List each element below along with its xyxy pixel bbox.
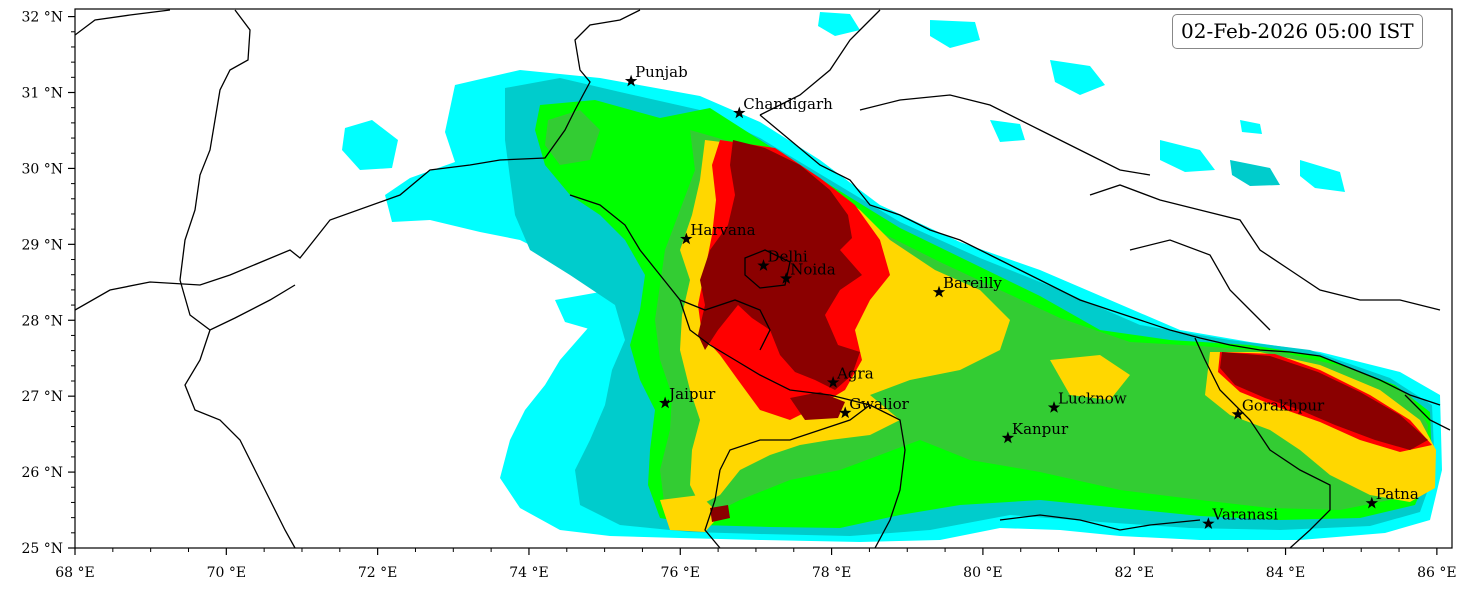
field-darkred (698, 140, 862, 390)
city-star-icon (1231, 407, 1245, 420)
x-tick-label: 68 °E (55, 565, 94, 581)
state-border (759, 114, 1441, 406)
city-star-icon (680, 232, 693, 245)
city-star-icon (1047, 401, 1061, 413)
y-tick-label: 26 °N (21, 465, 63, 481)
city-star-icon (733, 106, 746, 119)
x-tick-label: 72 °E (358, 565, 397, 581)
international-border (75, 9, 641, 311)
city-label: Punjab (635, 63, 688, 81)
y-tick-label: 29 °N (21, 237, 63, 253)
state-border (1089, 184, 1441, 311)
city-label: Gorakhpur (1242, 396, 1325, 414)
city-star-icon (659, 396, 672, 409)
x-tick-label: 86 °E (1417, 565, 1456, 581)
state-border (744, 249, 791, 289)
field-cyan (930, 20, 980, 48)
field-darkred (1220, 352, 1428, 450)
city-star-icon (1001, 431, 1015, 444)
x-tick-label: 76 °E (661, 565, 700, 581)
international-border (179, 279, 296, 331)
city-star-icon (932, 285, 946, 298)
state-border (759, 9, 881, 116)
field-cyan (818, 12, 860, 36)
city-label: Noida (790, 261, 836, 279)
state-border (75, 9, 171, 36)
x-tick-label: 78 °E (812, 565, 851, 581)
city-label: Agra (836, 365, 874, 383)
field-cyan (1240, 120, 1262, 134)
x-tick-label: 70 °E (207, 565, 246, 581)
city-label: Varanasi (1211, 506, 1278, 524)
y-tick-label: 27 °N (21, 389, 63, 405)
state-border (679, 299, 771, 351)
y-tick-label: 31 °N (21, 86, 63, 102)
city-label: Chandigarh (743, 95, 833, 113)
field-darkred (790, 392, 845, 420)
field-gold (660, 495, 720, 532)
city-label: Gwalior (849, 395, 909, 413)
city-label: Delhi (768, 248, 808, 266)
state-border (1194, 337, 1331, 548)
city-label: Lucknow (1058, 390, 1127, 408)
y-tick-label: 30 °N (21, 161, 63, 177)
field-cyan (1300, 160, 1345, 192)
city-label: Patna (1376, 485, 1419, 503)
city-label: Jaipur (667, 385, 716, 403)
precipitation-field (342, 12, 1442, 542)
state-border (569, 194, 906, 548)
field-cyan (1050, 60, 1105, 95)
city-star-icon (839, 406, 852, 419)
city-label: Bareilly (943, 274, 1002, 292)
x-tick-label: 74 °E (509, 565, 548, 581)
field-darkred (710, 505, 730, 522)
international-border (179, 9, 251, 281)
axis-ticks (68, 15, 1438, 555)
state-border (859, 94, 1151, 176)
field-cyan (342, 120, 398, 170)
city-star-icon (780, 272, 793, 284)
field-limegreen (545, 110, 600, 165)
y-tick-label: 32 °N (21, 10, 63, 26)
x-tick-label: 84 °E (1266, 565, 1305, 581)
state-border (719, 404, 871, 471)
city-star-icon (624, 74, 638, 87)
city-label: Kanpur (1012, 420, 1069, 438)
field-gold (1050, 355, 1130, 400)
field-cyan (990, 120, 1025, 142)
state-border (999, 514, 1201, 531)
x-tick-labels: 68 °E 70 °E 72 °E 74 °E 76 °E 78 °E 80 °E 82 °E… (55, 565, 1456, 581)
city-label: Harvana (690, 221, 755, 239)
state-border (1404, 394, 1451, 431)
state-border (1129, 239, 1271, 331)
state-border (704, 469, 721, 548)
city-star-icon (1202, 517, 1215, 529)
city-star-icon (1365, 496, 1378, 509)
plot-frame (74, 8, 1453, 549)
y-tick-label: 25 °N (21, 541, 63, 557)
state-border (184, 329, 296, 548)
y-tick-labels: 25 °N 26 °N 27 °N 28 °N 29 °N 30 °N 31 °N 32 °N (21, 10, 63, 557)
timestamp-label: 02-Feb-2026 05:00 IST (1172, 14, 1423, 49)
x-tick-label: 82 °E (1114, 565, 1153, 581)
field-cyan (1160, 140, 1215, 172)
city-star-icon (826, 376, 840, 388)
y-tick-label: 28 °N (21, 313, 63, 329)
city-star-icon (757, 259, 770, 271)
field-turquoise (1230, 160, 1280, 186)
x-tick-label: 80 °E (963, 565, 1002, 581)
boundary-lines (75, 9, 1451, 548)
